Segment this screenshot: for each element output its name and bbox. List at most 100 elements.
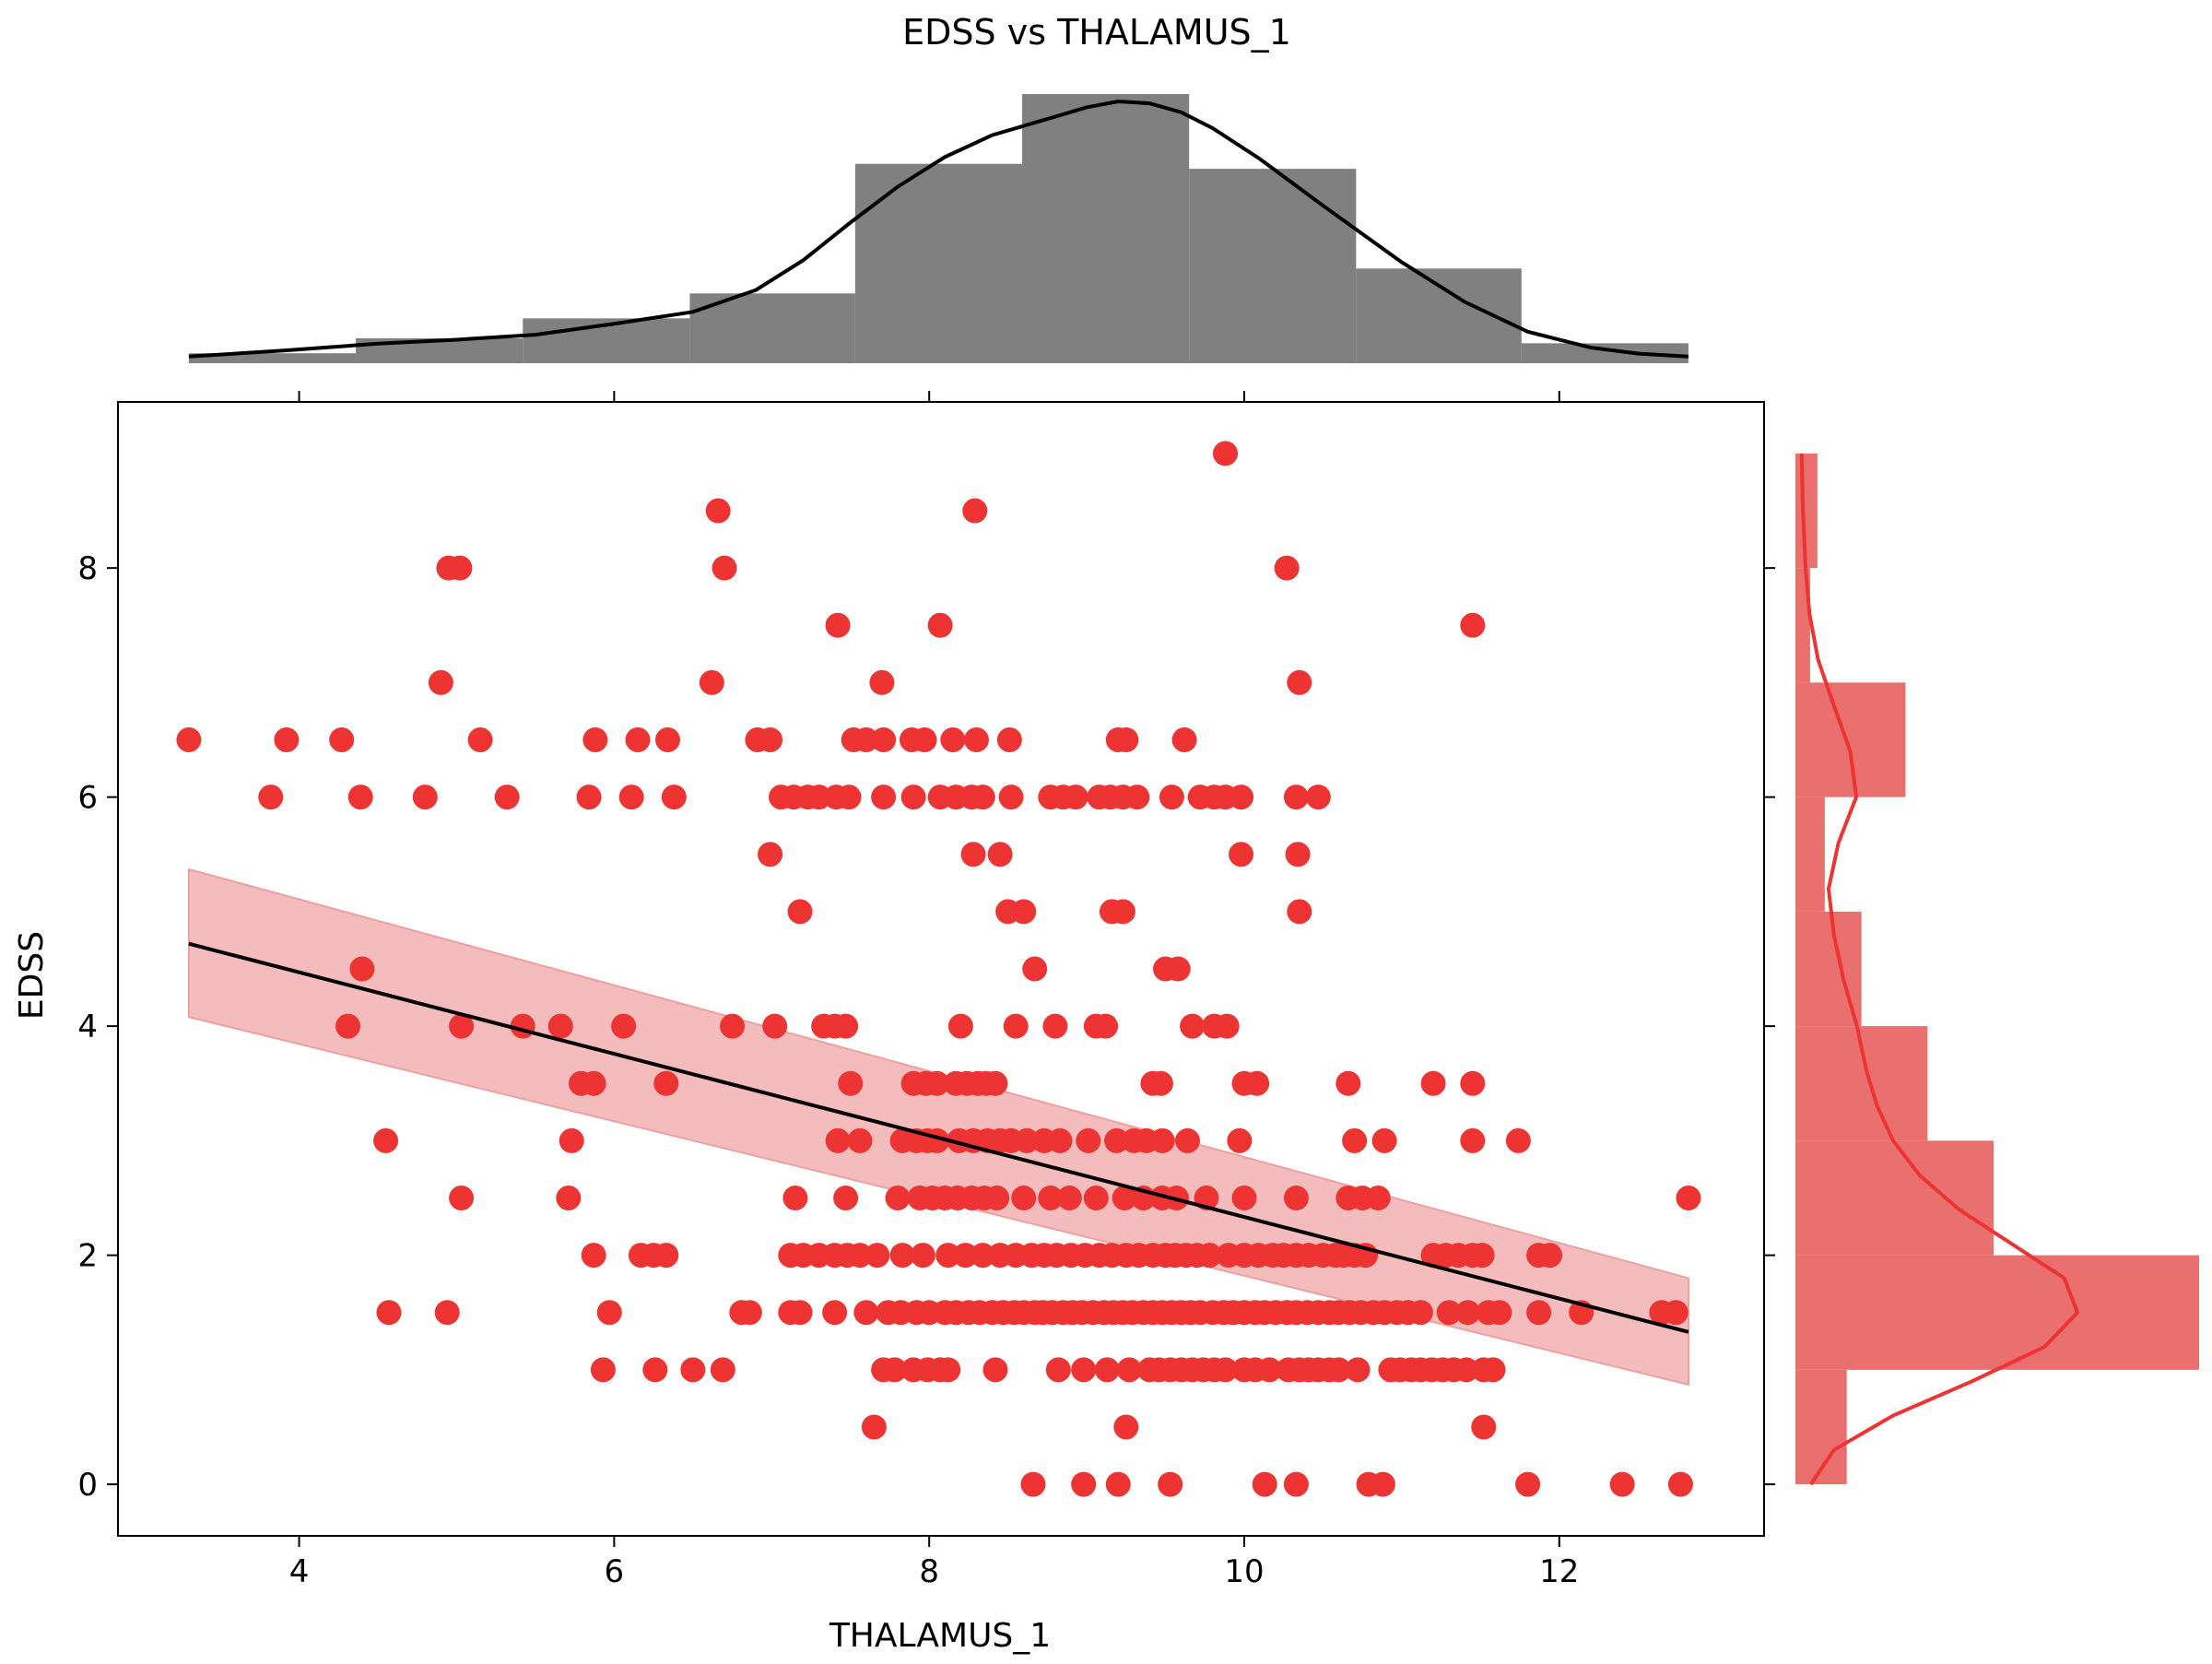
scatter-point (882, 1357, 908, 1383)
scatter-point (449, 1013, 475, 1039)
regression-line (188, 941, 1689, 1334)
scatter-point (1149, 1127, 1175, 1153)
scatter-point (998, 785, 1024, 810)
scatter-point (782, 1185, 808, 1210)
scatter-point (1537, 1243, 1563, 1269)
scatter-point (952, 1243, 978, 1269)
scatter-point (1056, 1185, 1082, 1210)
scatter-point (1171, 727, 1197, 753)
scatter-point (853, 727, 879, 753)
y-axis-label: EDSS (13, 931, 51, 1020)
scatter-point (787, 899, 813, 925)
scatter-point (838, 1070, 864, 1096)
scatter-point (176, 727, 202, 753)
scatter-point (1042, 1013, 1068, 1039)
x-histogram-bar (1022, 94, 1190, 363)
scatter-point (1487, 1300, 1512, 1326)
y-tick-label: 6 (77, 780, 98, 817)
scatter-point (1113, 1414, 1139, 1440)
scatter-point (847, 1127, 873, 1153)
scatter-point (1676, 1185, 1701, 1210)
scatter-point (1071, 1471, 1097, 1497)
scatter-point (434, 1300, 460, 1326)
scatter-point (1453, 1357, 1479, 1383)
scatter-point (1663, 1300, 1688, 1326)
x-histogram-bar (1521, 343, 1688, 363)
scatter-point (1110, 899, 1135, 925)
scatter-point (970, 785, 995, 810)
scatter-point (865, 1243, 890, 1269)
scatter-point (1196, 1243, 1222, 1269)
scatter-point (1436, 1300, 1462, 1326)
scatter-point (853, 1300, 879, 1326)
scatter-point (582, 727, 608, 753)
scatter-point (1124, 785, 1150, 810)
scatter-point (910, 1243, 935, 1269)
scatter-point (1274, 555, 1300, 581)
scatter-point (642, 1357, 668, 1383)
scatter-point (900, 785, 926, 810)
scatter-point (1174, 1127, 1200, 1153)
scatter-point (1345, 1357, 1371, 1383)
scatter-point (1229, 842, 1254, 867)
scatter-point (889, 1243, 915, 1269)
scatter-point (412, 785, 438, 810)
x-tick-label: 12 (1539, 1553, 1579, 1590)
scatter-point (1083, 1185, 1109, 1210)
scatter-point (618, 785, 644, 810)
scatter-point (947, 1013, 973, 1039)
scatter-point (661, 785, 687, 810)
y-tick-label: 4 (77, 1009, 98, 1045)
scatter-point (825, 612, 851, 638)
scatter-point (1212, 1357, 1238, 1383)
scatter-point (654, 727, 680, 753)
scatter-point (1609, 1471, 1635, 1497)
scatter-point (335, 1013, 361, 1039)
scatter-point (869, 669, 895, 695)
scatter-point (1094, 1357, 1120, 1383)
scatter-point (912, 727, 937, 753)
x-histogram-bar (854, 163, 1023, 363)
scatter-point (611, 1013, 637, 1039)
scatter-point (935, 1357, 961, 1383)
y-tick-label: 0 (77, 1467, 98, 1504)
scatter-point (787, 1300, 813, 1326)
scatter-point (1227, 1127, 1253, 1153)
scatter-point (1180, 1013, 1206, 1039)
x-kde-curve (188, 99, 1689, 359)
scatter-point (861, 1414, 887, 1440)
y-marginal-distribution (1795, 453, 2199, 1486)
x-tick-label: 10 (1224, 1553, 1264, 1590)
scatter-point (428, 669, 453, 695)
y-histogram-bar (1795, 797, 1825, 912)
scatter-point (581, 1243, 606, 1269)
scatter-point (347, 785, 373, 810)
x-histogram-bar (1189, 169, 1357, 363)
scatter-point (822, 1300, 848, 1326)
scatter-point (1020, 1471, 1046, 1497)
scatter-point (467, 727, 493, 753)
scatter-point (1287, 899, 1312, 925)
scatter-point (1047, 1127, 1073, 1153)
scatter-point (836, 785, 862, 810)
scatter-point (758, 727, 783, 753)
scatter-point (1159, 785, 1184, 810)
scatter-point (1252, 1471, 1277, 1497)
x-tick-label: 6 (605, 1553, 625, 1590)
scatter-point (1076, 1127, 1101, 1153)
scatter-point (576, 785, 602, 810)
scatter-point (720, 1013, 746, 1039)
scatter-point (1283, 1471, 1309, 1497)
scatter-point (996, 727, 1022, 753)
scatter-point (982, 1357, 1008, 1383)
scatter-point (1370, 1471, 1395, 1497)
scatter-point (1231, 1185, 1257, 1210)
scatter-point (1113, 727, 1139, 753)
scatter-point (940, 727, 966, 753)
scatter-axes: 4 6 8 10 12 0 2 4 6 8 (77, 391, 1775, 1590)
scatter-point (935, 1243, 961, 1269)
scatter-point (258, 785, 284, 810)
y-kde-curve (1799, 453, 2080, 1486)
scatter-point (1011, 1185, 1037, 1210)
